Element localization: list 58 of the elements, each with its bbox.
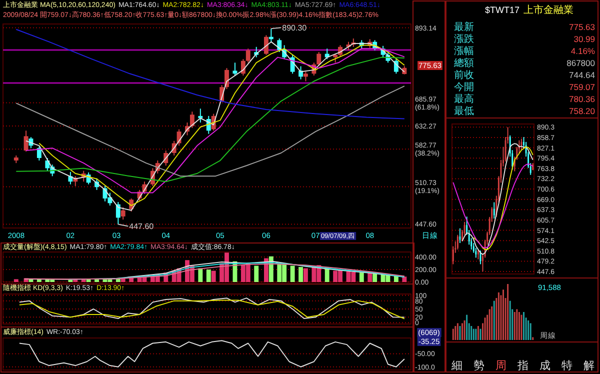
bar (290, 266, 295, 282)
text: 4.16% (570, 46, 595, 56)
line-series (473, 146, 534, 250)
category-label: 總額 (453, 57, 474, 69)
category-label: 最低 (454, 106, 474, 117)
candlestick (24, 130, 28, 152)
text: 指 (516, 360, 528, 372)
candlestick (190, 111, 194, 128)
bar (86, 279, 91, 282)
candlestick (475, 247, 477, 258)
candlestick (477, 249, 479, 260)
candlestick (277, 38, 282, 53)
text: 解 (584, 360, 594, 372)
text: 細 (450, 360, 462, 372)
annotation: 890.30 (282, 24, 308, 33)
bar (211, 270, 216, 282)
bar (206, 270, 211, 282)
category-label: 漲跌 (454, 33, 474, 45)
bar (14, 279, 18, 282)
candlestick (246, 48, 250, 64)
candlestick (316, 52, 322, 67)
text: 744.64 (569, 70, 595, 80)
category-label: 最高 (454, 93, 474, 105)
text: 周 (496, 360, 506, 372)
candlestick (120, 206, 126, 220)
candlestick (493, 202, 495, 220)
candlestick (36, 146, 42, 162)
bar (254, 266, 259, 282)
candlestick (303, 71, 308, 82)
bar (303, 268, 308, 282)
bar (298, 267, 303, 282)
text: $TWT17 上市金融業 (485, 4, 574, 16)
bar (402, 276, 407, 282)
line-series (16, 56, 405, 182)
text: 勢 (474, 359, 484, 372)
line-series (16, 86, 405, 177)
category-label: 最新 (454, 21, 474, 33)
category-label: 漲幅 (454, 45, 474, 57)
candlestick (452, 246, 454, 265)
text: 成 (540, 359, 550, 372)
text: 759.07 (569, 82, 595, 92)
line-series (18, 340, 405, 368)
text: 30.99 (574, 34, 595, 44)
annotation: 447.60 (129, 222, 154, 232)
bar (359, 272, 364, 282)
text: 775.63 (569, 22, 595, 32)
text: 特 (562, 360, 572, 372)
candlestick (459, 228, 461, 244)
candlestick (480, 250, 482, 265)
text: 867800 (566, 58, 595, 68)
candlestick (232, 62, 238, 76)
text: 758.20 (569, 106, 595, 116)
bar (198, 268, 203, 282)
text: 780.36 (569, 94, 595, 104)
category-label: 今開 (454, 81, 474, 93)
category-label: 前收 (454, 69, 474, 81)
candlestick (520, 138, 522, 151)
candlestick (456, 234, 458, 250)
